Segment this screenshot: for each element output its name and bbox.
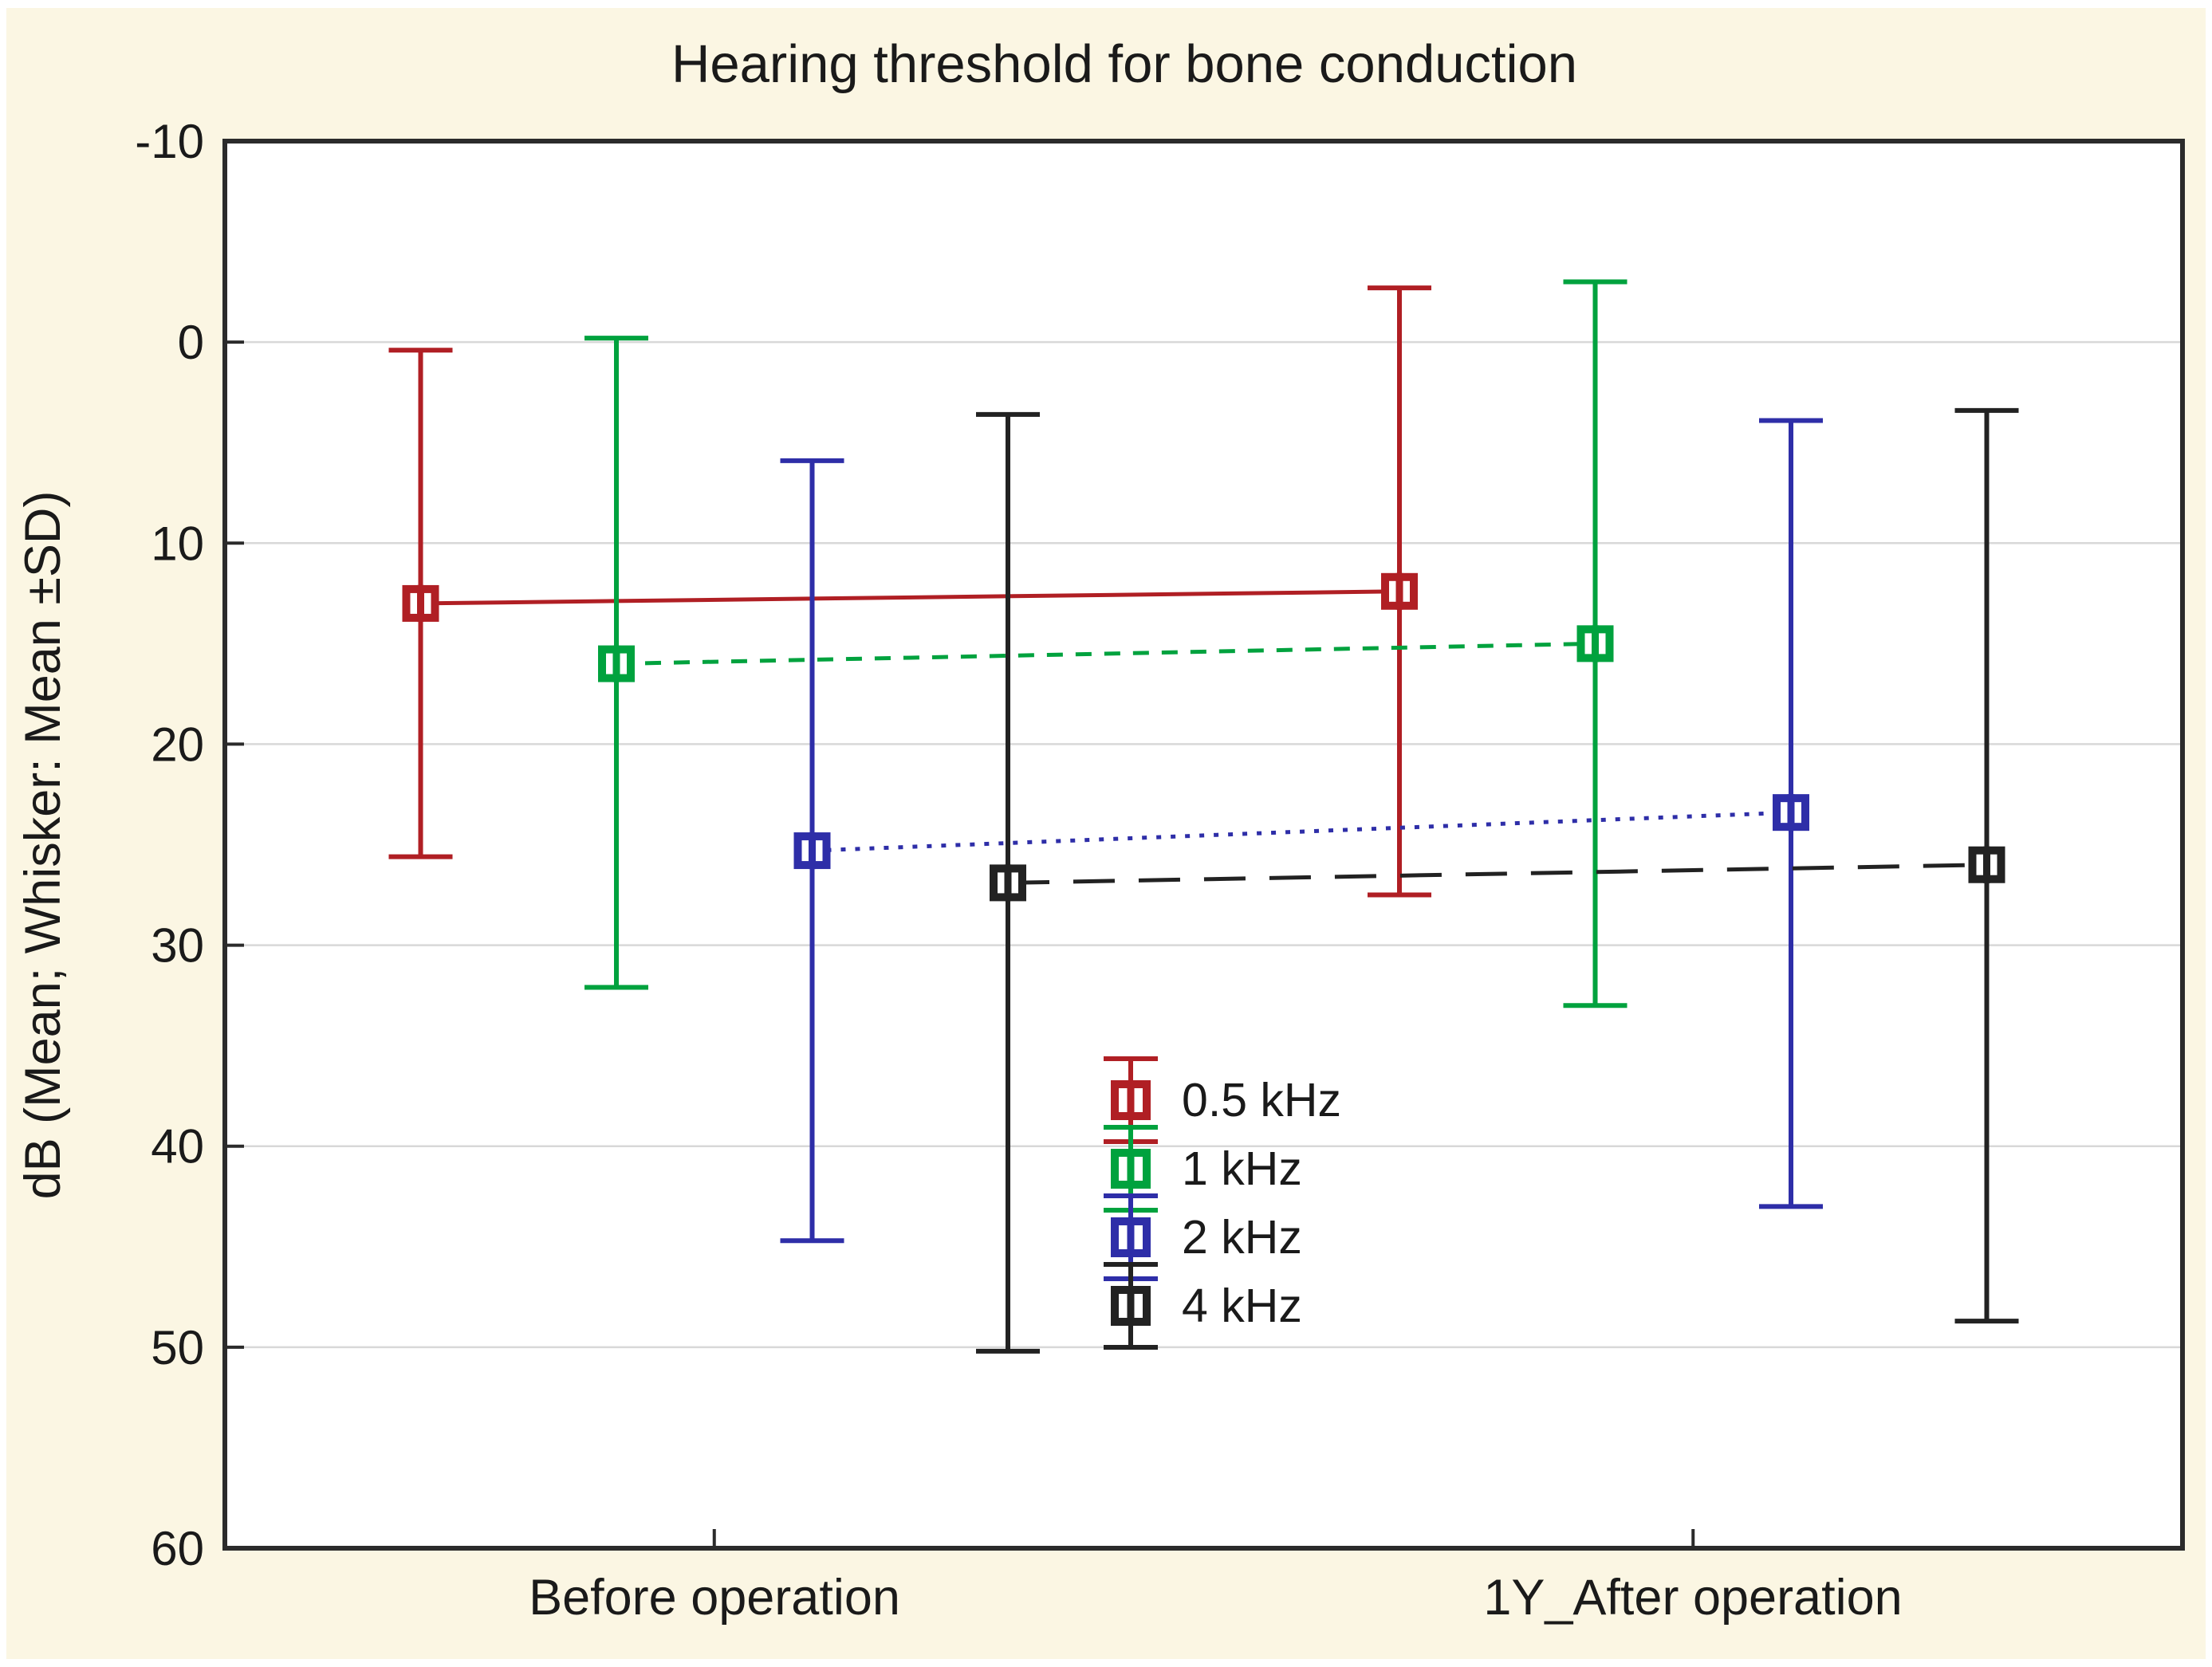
y-axis-title: dB (Mean; Whisker: Mean ±SD) xyxy=(15,490,71,1200)
legend-label-0.5khz: 0.5 kHz xyxy=(1182,1074,1342,1126)
legend-label-2khz: 2 kHz xyxy=(1182,1211,1302,1264)
series-line-2kHz xyxy=(812,810,1792,853)
y-tick-label-60: 60 xyxy=(151,1522,204,1575)
y-tick-label--10: -10 xyxy=(135,115,204,168)
y-tick-label-30: 30 xyxy=(151,919,204,973)
y-tick-label-20: 20 xyxy=(151,718,204,771)
x-category-before-operation: Before operation xyxy=(529,1570,900,1626)
chart-title: Hearing threshold for bone conduction xyxy=(671,34,1578,94)
y-tick-label-0: 0 xyxy=(178,316,204,369)
legend-label-1khz: 1 kHz xyxy=(1182,1142,1302,1195)
series-line-1kHz xyxy=(616,641,1596,666)
plot-area xyxy=(225,141,2182,1548)
series-line-4kHz xyxy=(1007,863,1987,885)
x-category-1y-after-operation: 1Y_After operation xyxy=(1483,1570,1903,1626)
plot-border xyxy=(222,139,2185,1551)
y-tick-label-10: 10 xyxy=(151,517,204,570)
y-tick-label-50: 50 xyxy=(151,1321,204,1374)
legend-label-4khz: 4 kHz xyxy=(1182,1280,1302,1332)
series-line-0.5kHz xyxy=(420,589,1400,606)
y-tick-label-40: 40 xyxy=(151,1120,204,1174)
